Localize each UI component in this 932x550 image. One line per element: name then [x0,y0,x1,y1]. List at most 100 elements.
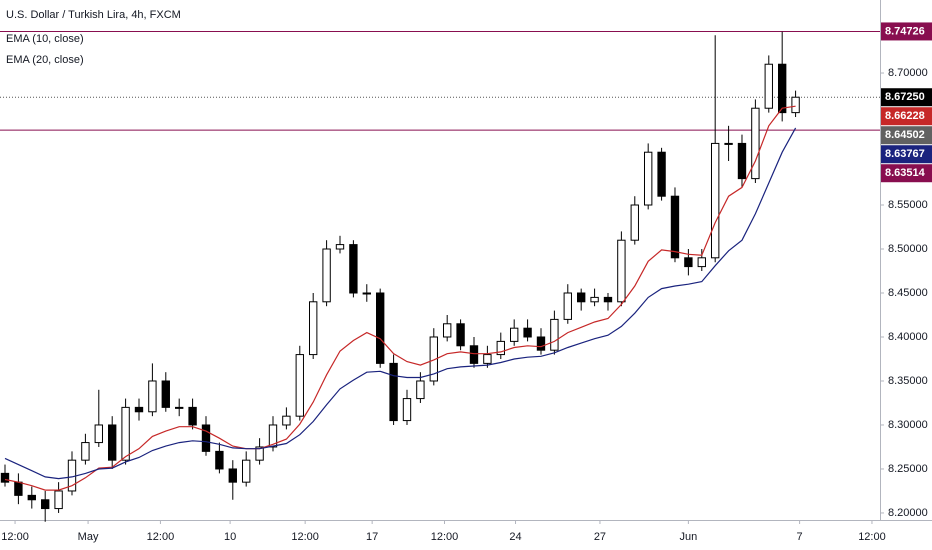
candle-body [376,292,385,364]
candle-body [617,239,626,303]
price-marker-label: 8.63514 [885,167,926,179]
x-tick-label: 10 [224,531,236,543]
y-tick-label: 8.35000 [888,375,928,387]
candle-body [161,380,170,408]
legend-entry: EMA (20, close) [6,54,84,66]
candle-body [54,490,63,510]
candle-body [295,354,304,417]
candle-body [322,248,331,303]
price-marker [881,22,932,41]
price-marker-label: 8.74726 [885,25,925,37]
candle-body [751,107,760,180]
price-marker [881,107,932,126]
x-tick-label: 12:00 [431,531,459,543]
candle-body [483,354,492,364]
candle-body [41,499,50,510]
candle-body [148,380,157,413]
candle-body [228,468,237,483]
x-tick-label: 12:00 [1,531,29,543]
candle-body [416,380,425,400]
candle-body [456,323,465,347]
candle-body [121,406,130,461]
y-tick-label: 8.40000 [888,331,928,343]
candle-body [684,257,693,268]
candle-body [737,142,747,180]
y-tick-label: 8.50000 [888,243,928,255]
price-marker [881,88,932,107]
candle-body [255,446,264,461]
candle-body [188,406,197,426]
candle-body [27,494,36,501]
candle-body [242,459,251,483]
y-tick-label: 8.70000 [888,67,928,79]
candle-body [710,142,720,259]
price-marker-label: 8.67250 [885,91,925,103]
x-tick-label: 12:00 [858,531,886,543]
x-tick-label: May [78,531,99,543]
price-marker [881,164,932,183]
x-tick-label: 24 [509,531,521,543]
candle-body [362,292,371,295]
candle-body [429,336,438,382]
candle-body [791,96,800,114]
candle-body [443,323,452,338]
candle-body [697,257,706,268]
candle-body [81,442,90,461]
price-marker [881,126,932,145]
candle-body [309,301,318,356]
candle-body [175,406,184,409]
candle-body [550,318,559,351]
candle-body [670,195,680,259]
y-tick-label: 8.25000 [888,463,928,475]
candle-body [536,336,546,351]
candle-body [724,142,733,145]
axes: 8.20000 8.25000 8.30000 8.35000 8.40000 8.450… [1,22,932,543]
candle-body [469,345,479,364]
candle-body [108,424,117,461]
price-marker-label: 8.64502 [885,129,925,141]
ema-line [4,105,796,491]
candle-body [603,296,613,303]
x-tick-label: 27 [594,531,606,543]
candle-body [777,63,787,114]
candle-body [94,424,103,444]
x-tick-label: 12:00 [147,531,175,543]
price-marker [881,145,932,164]
y-tick-label: 8.45000 [888,287,928,299]
candle-body [215,450,224,470]
candle-body [349,244,358,294]
x-tick-label: 7 [797,531,803,543]
y-tick-label: 8.55000 [888,199,928,211]
candle-body [563,292,572,320]
candle-body [201,424,211,452]
candle-body [134,406,144,413]
chart-title: U.S. Dollar / Turkish Lira, 4h, FXCM [6,9,181,21]
candle-body [643,151,653,206]
x-tick-label: 12:00 [291,531,319,543]
x-tick-label: 17 [366,531,378,543]
price-marker-label: 8.63767 [885,148,925,160]
price-marker-label: 8.66228 [885,110,925,122]
candle-body [496,340,505,356]
plot-area [0,30,880,522]
candle-body [268,424,278,448]
candle-body [335,244,345,250]
ema-line [4,127,797,480]
candle-body [14,481,23,496]
legend-entry: EMA (10, close) [6,33,84,45]
candle-body [764,63,773,109]
y-tick-label: 8.20000 [888,507,928,519]
candle-body [510,327,519,342]
y-tick-label: 8.30000 [888,419,928,431]
candle-body [630,204,639,241]
candle-body [523,327,532,338]
candle-body [0,472,10,483]
candle-body [590,296,599,303]
x-tick-label: Jun [680,531,698,543]
candle-body [402,398,412,422]
candle-body [389,362,398,422]
candle-body [577,292,586,303]
